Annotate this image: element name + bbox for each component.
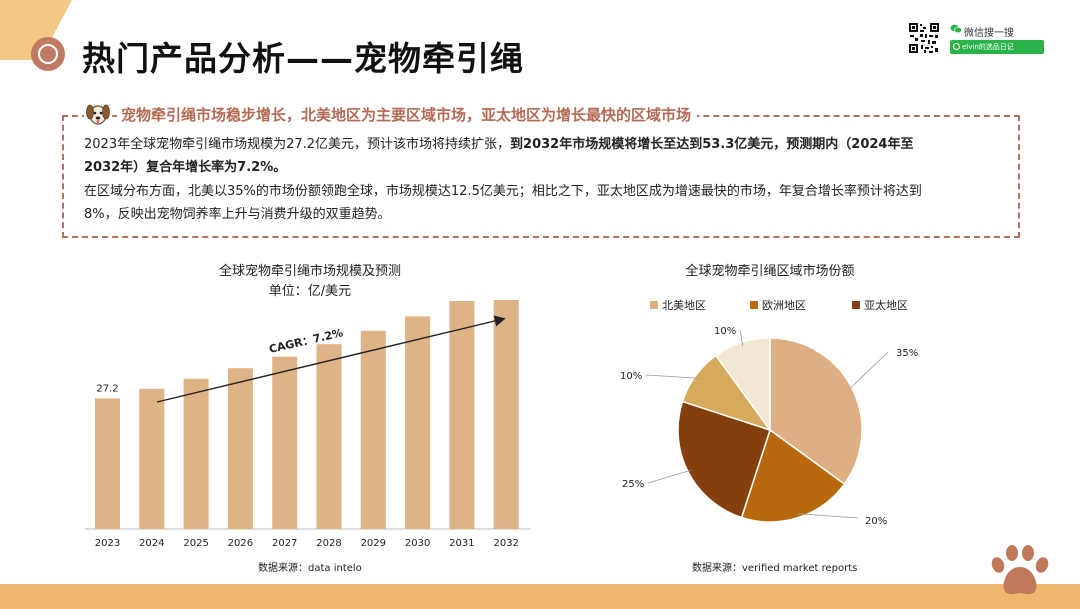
pie-slice — [769, 337, 863, 486]
x-tick-label: 2027 — [272, 538, 297, 549]
x-tick-label: 2025 — [183, 538, 208, 549]
pie-chart: 北美地区 欧洲地区 亚太地区 35% 20% 25% 10% 10% — [620, 299, 918, 527]
x-tick-label: 2030 — [405, 538, 430, 549]
dog-icon — [84, 101, 112, 127]
summary-p1-bold-a: 到2032年市场规模将增长至达到53.3亿美元，预测期内（2024年至 — [510, 137, 914, 152]
corner-decoration — [0, 0, 72, 60]
pie-slice — [740, 428, 846, 523]
bar-2031 — [449, 301, 475, 529]
summary-p1-text: 2023年全球宠物牵引绳市场规模为27.2亿美元，预计该市场将持续扩张， — [84, 137, 511, 152]
pie-chart-title: 全球宠物牵引绳区域市场份额 — [685, 264, 855, 279]
bar-2028 — [316, 344, 342, 529]
summary-headline: 宠物牵引绳市场稳步增长，北美地区为主要区域市场，亚太地区为增长最快的区域市场 — [117, 104, 698, 125]
pie-leader-line — [848, 351, 889, 391]
wechat-icon — [950, 24, 962, 34]
pie-leader-line — [645, 374, 699, 379]
pie-slice-label: 35% — [896, 348, 918, 359]
pie-slice-label: 20% — [865, 516, 887, 527]
x-tick-label: 2028 — [316, 538, 341, 549]
legend-swatch — [852, 301, 860, 309]
summary-p2-text-a: 在区域分布方面，北美以35%的市场份额领跑全球，市场规模达12.5亿美元；相比之… — [84, 184, 922, 199]
qr-code-icon — [908, 22, 940, 54]
bar-2026 — [227, 368, 253, 529]
bar-chart: 2023 2024 2025 2026 2027 2028 2029 2030 2031 2032… — [85, 300, 530, 549]
x-tick-label: 2032 — [493, 538, 518, 549]
pie-slice — [677, 400, 771, 519]
x-tick-label: 2026 — [228, 538, 253, 549]
pie-slice-label: 10% — [620, 371, 642, 382]
pie-slice — [714, 337, 771, 433]
bar-2027 — [272, 356, 298, 529]
pie-leader-line — [739, 329, 744, 347]
bar-2023 — [95, 398, 120, 529]
wechat-search-button[interactable]: elvin的选品日记 — [950, 40, 1044, 54]
bar-2029 — [360, 330, 386, 529]
x-tick-label: 2024 — [139, 538, 164, 549]
pie-chart-source: 数据来源：verified market reports — [692, 563, 858, 574]
bar-chart-source: 数据来源：data intelo — [258, 563, 362, 574]
x-tick-label: 2029 — [361, 538, 386, 549]
paw-icon — [991, 545, 1049, 594]
legend-swatch — [650, 301, 658, 309]
wechat-search-label: 微信搜一搜 — [964, 28, 1014, 39]
legend-label: 北美地区 — [662, 299, 706, 312]
bar-chart-title: 全球宠物牵引绳市场规模及预测 — [218, 264, 401, 279]
bar-2024 — [139, 388, 165, 529]
bar-chart-subtitle: 单位：亿/美元 — [268, 284, 352, 299]
pie-slice-label: 25% — [622, 479, 644, 490]
pie-slice-label: 10% — [714, 326, 736, 337]
summary-p2-text-b: 8%，反映出宠物饲养率上升与消费升级的双重趋势。 — [84, 207, 391, 222]
title-bullet-icon — [31, 37, 65, 71]
bar-2032 — [493, 300, 519, 529]
bottom-bar — [0, 584, 1080, 609]
legend-label: 欧洲地区 — [762, 299, 806, 312]
wechat-qr-panel: 微信搜一搜 elvin的选品日记 — [904, 18, 1050, 62]
pie-leader-line — [647, 469, 692, 484]
page-title: 热门产品分析——宠物牵引绳 — [82, 39, 524, 78]
bar-2030 — [405, 316, 431, 529]
summary-p1-bold-b: 2032年）复合年增长率为7.2%。 — [84, 160, 287, 175]
bar-data-label: 27.2 — [96, 383, 118, 394]
legend-swatch — [750, 301, 758, 309]
summary-paragraph-1: 2023年全球宠物牵引绳市场规模为27.2亿美元，预计该市场将持续扩张，到203… — [84, 133, 984, 179]
legend-label: 亚太地区 — [864, 299, 908, 312]
x-tick-label: 2031 — [449, 538, 474, 549]
bar-2025 — [183, 378, 209, 529]
cagr-arrow — [156, 315, 506, 403]
x-tick-label: 2023 — [95, 538, 120, 549]
pie-leader-line — [797, 513, 859, 519]
summary-paragraph-2: 在区域分布方面，北美以35%的市场份额领跑全球，市场规模达12.5亿美元；相比之… — [84, 180, 984, 226]
